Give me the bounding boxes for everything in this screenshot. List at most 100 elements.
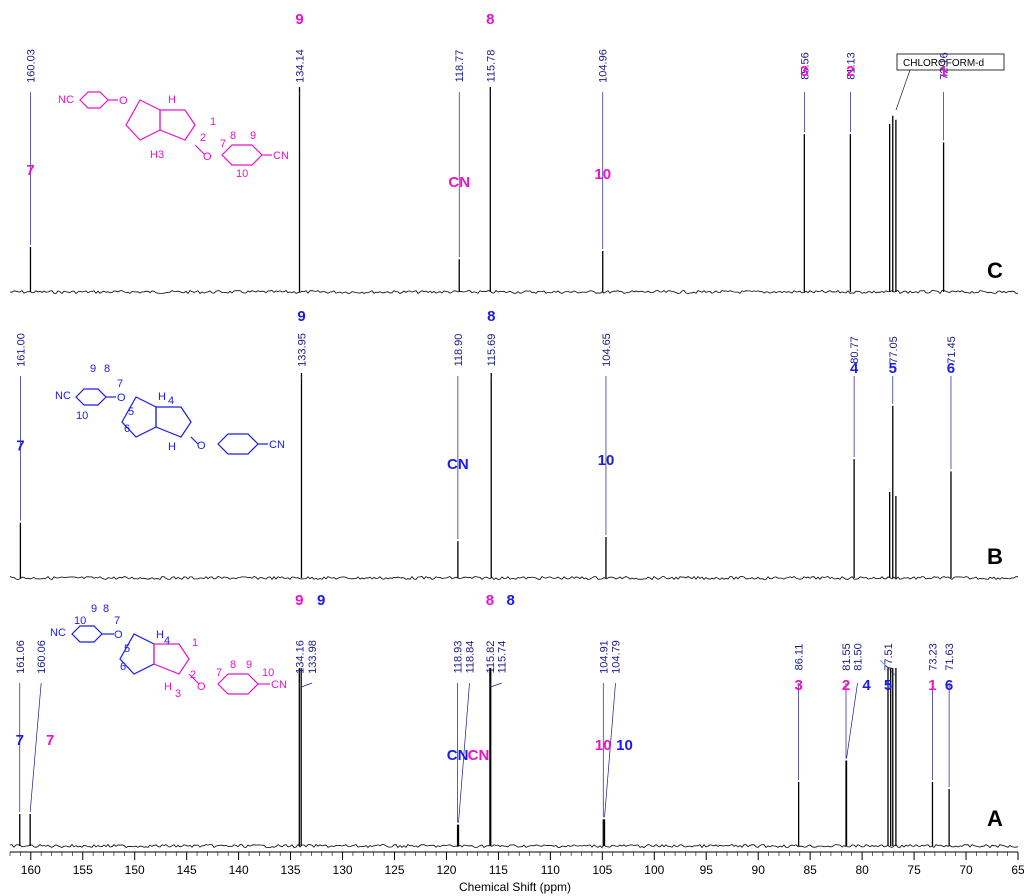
assignment-label: 2 [846,63,854,80]
peak-label: 71.63 [944,643,956,671]
assignment-label: 6 [947,360,955,377]
structure-a-num-10-pink: 10 [262,667,274,679]
structure-a-furan-left [119,633,155,675]
structure-c-num-1: 1 [210,116,216,128]
peak-label: 133.95 [296,333,308,367]
x-tick-label: 85 [803,863,817,877]
peak-label: 81.55 [841,643,853,671]
assignment-label: 7 [46,732,54,749]
structure-a-ring-left [71,625,103,643]
structure-c-num-2: 2 [200,132,206,144]
x-tick-label: 150 [125,863,145,877]
peak-label-leader [29,682,42,812]
structure-b-o2: O [197,440,206,452]
x-tick-label: 130 [333,863,353,877]
peak-label-leader [458,682,470,823]
peak-label-leader [301,682,313,688]
spectrum-panel-b: 161.00 133.95 118.90 115.69 104.65 80.77 77.05… [9,308,1019,581]
solvent-label-box: CHLOROFORM-d [895,53,1005,111]
assignment-label: 8 [487,308,495,325]
structure-c-furan-right [159,109,196,141]
peak-label: 80.77 [849,336,861,364]
structure-c-h3: H3 [150,149,164,161]
structure-c-furan-left [125,99,161,141]
structure-a-o2: O [197,681,206,693]
baseline-noise [9,575,1019,581]
peak-label: 104.65 [601,333,613,367]
assignment-label: 9 [297,308,305,325]
structure-a-o1: O [114,629,123,641]
structure-c-num-10: 10 [236,168,248,180]
peak-label: 81.50 [853,643,865,671]
structure-b-furan-right [155,406,192,438]
assignment-label: CN [447,456,469,473]
baseline-noise [9,289,1018,295]
structure-a-num-8-pink: 8 [230,659,236,671]
peak-label: 115.78 [485,50,497,83]
assignment-label: 1 [939,63,947,80]
assignment-label: 5 [884,677,892,694]
structure-a-num-1: 1 [192,637,198,649]
structure-b-ring-left [75,388,107,406]
structure-b: NC 9 8 7 10 O 5 H 4 6 H O CN [55,363,285,455]
structure-a-num-3: 3 [175,688,181,700]
peak-label-leader [604,682,616,818]
x-tick-label: 80 [855,863,869,877]
structure-a-num-5: 5 [124,643,130,655]
structure-c-h-top: H [168,94,176,106]
peak-label: 104.91 [598,640,610,674]
assignment-label: 4 [862,677,871,694]
structure-c-o1: O [119,95,128,107]
assignment-label: 9 [295,592,303,609]
structure-a-h-bottom: H [164,681,172,693]
assignment-label: 5 [889,360,897,377]
structure-a-h-top: H [156,629,164,641]
peak-label: 118.84 [465,641,477,674]
assignment-label: 3 [800,63,808,80]
peak-label: 115.82 [485,641,497,674]
panel-letter-a: A [987,806,1003,831]
assignment-label: 1 [928,677,936,694]
structure-c: NC O H H3 1 2 O 7 8 9 10 CN [58,91,289,180]
assignment-label: 8 [486,11,494,28]
x-tick-label: 125 [384,863,404,877]
peak-label: 73.23 [927,643,939,671]
spectra-layer: 160.03 134.14 118.77 115.78 104.96 85.56 81.13… [9,11,1019,849]
peak-label: 104.96 [598,49,610,83]
x-tick-label: 155 [73,863,93,877]
peak-label-leader [490,682,502,688]
peak-label: 86.11 [794,644,806,671]
peak-label: 77.51 [883,643,895,671]
peak-label: 160.03 [25,49,37,83]
x-axis: Chemical Shift (ppm) 160 155 150 145 140 135 1… [9,851,1024,894]
structure-c-nc: NC [58,94,74,106]
assignment-label: 7 [16,732,24,749]
assignment-label: 10 [598,452,615,469]
peak-label: 160.06 [36,640,48,674]
x-tick-label: 95 [700,863,714,877]
peak-label: 134.16 [294,640,306,674]
assignment-label: 4 [850,360,859,377]
x-axis-title: Chemical Shift (ppm) [459,880,571,894]
structure-a-num-4: 4 [164,635,170,647]
assignment-label: 2 [842,677,850,694]
structure-c-num-9: 9 [250,130,256,142]
x-tick-label: 120 [436,863,456,877]
spectrum-panel-c: 160.03 134.14 118.77 115.78 104.96 85.56 81.13… [9,11,1018,295]
panel-letter-c: C [987,258,1003,283]
structure-b-h-bottom: H [168,441,176,453]
structure-b-num-6: 6 [124,423,130,435]
assignment-label: CN [448,174,470,191]
structure-a-num-10-blue: 10 [74,615,86,627]
assignment-label: 8 [507,592,515,609]
assignment-label: 7 [26,162,34,179]
assignment-label: 10 [595,737,612,754]
structure-b-nc: NC [55,390,71,402]
peak-label: 161.06 [15,640,27,674]
peak-label: 77.05 [888,336,900,364]
structure-b-num-5: 5 [128,406,134,418]
structure-b-num-7: 7 [117,378,123,390]
structure-b-num-9: 9 [90,363,96,375]
structure-b-num-4: 4 [168,395,174,407]
